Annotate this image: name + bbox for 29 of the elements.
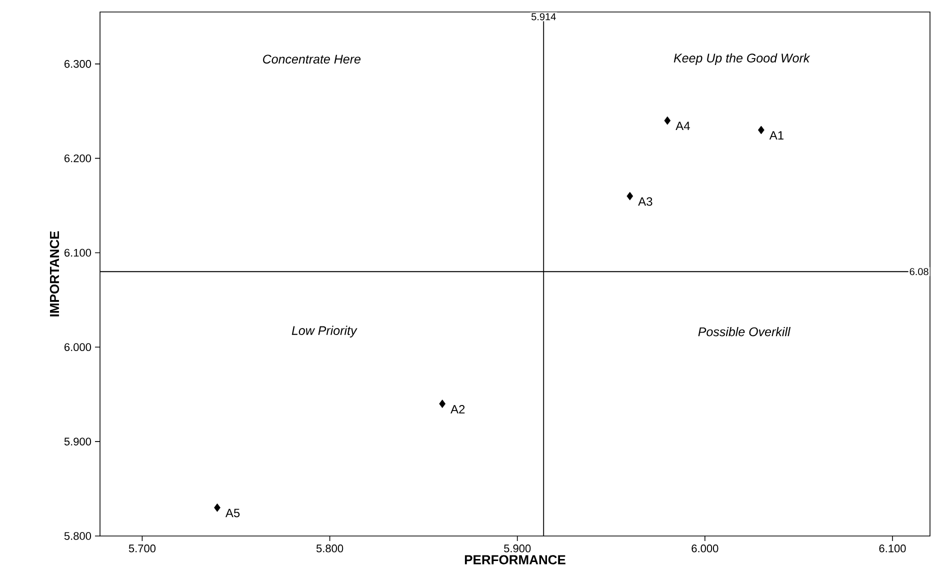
annotation: Concentrate Here bbox=[263, 54, 361, 64]
x-tick-label: 6.100 bbox=[879, 544, 906, 552]
x-tick-label: 5.800 bbox=[316, 544, 344, 552]
ref-line-label: 6.08 bbox=[910, 268, 928, 276]
y-axis-title: IMPORTANCE bbox=[50, 231, 60, 316]
point bbox=[626, 192, 634, 200]
point bbox=[439, 400, 446, 408]
y-tick-label: 6.000 bbox=[64, 343, 92, 352]
point bbox=[758, 126, 764, 134]
y-tick-label: 6.300 bbox=[64, 60, 92, 68]
annotation: A1 bbox=[769, 131, 784, 140]
x-tick-label: 6.000 bbox=[692, 544, 718, 552]
annotation: Possible Overkill bbox=[698, 327, 791, 336]
annotation: A5 bbox=[225, 508, 240, 518]
x-tick-label: 5.700 bbox=[128, 544, 156, 552]
y-tick-label: 6.200 bbox=[64, 154, 92, 162]
point bbox=[664, 116, 671, 125]
x-tick-label: 5.900 bbox=[504, 544, 531, 552]
annotation: A2 bbox=[450, 405, 465, 414]
annotation: Low Priority bbox=[292, 326, 358, 338]
y-tick-label: 5.900 bbox=[64, 438, 92, 446]
x-axis-title: PERFORMANCE bbox=[464, 555, 566, 564]
ref-line-label: 5.914 bbox=[532, 13, 556, 20]
annotation: A3 bbox=[638, 197, 652, 206]
y-tick-label: 5.800 bbox=[64, 532, 92, 540]
point bbox=[214, 503, 220, 512]
y-tick-label: 6.100 bbox=[64, 248, 92, 257]
annotation: A4 bbox=[676, 122, 690, 130]
annotation: Keep Up the Good Work bbox=[674, 53, 810, 65]
